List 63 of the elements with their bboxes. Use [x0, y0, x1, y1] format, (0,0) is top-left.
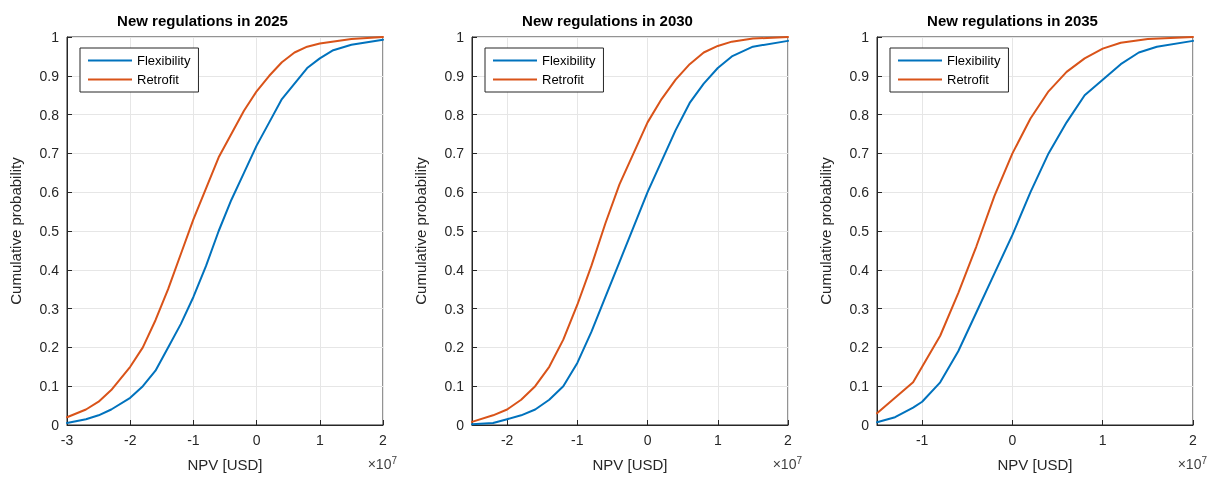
- y-tick-label: 0.5: [444, 223, 465, 239]
- legend-label: Flexibility: [947, 53, 1001, 68]
- y-tick-label: 0.3: [444, 300, 465, 317]
- x-tick-label: 1: [1098, 432, 1107, 448]
- y-axis-title: Cumulative probability: [817, 156, 834, 305]
- chart-title: New regulations in 2035: [927, 12, 1098, 29]
- y-tick-label: 0.8: [444, 106, 465, 123]
- y-tick-label: 0: [456, 417, 465, 433]
- x-tick-label: 1: [713, 432, 722, 448]
- x-tick-label: 2: [784, 432, 793, 448]
- y-tick-label: 0.1: [39, 378, 60, 395]
- x-tick-label: -2: [123, 432, 137, 448]
- y-tick-label: 0.4: [39, 261, 60, 278]
- x-tick-label: -1: [571, 432, 584, 448]
- y-tick-label: 0.5: [39, 223, 60, 239]
- y-tick-label: 0.8: [39, 106, 60, 123]
- y-tick-label: 0.7: [444, 145, 465, 162]
- y-tick-label: 0.2: [849, 339, 870, 356]
- y-tick-label: 0.7: [39, 145, 60, 162]
- y-tick-label: 0.8: [849, 106, 870, 123]
- chart-title: New regulations in 2030: [522, 12, 693, 29]
- x-axis-title: NPV [USD]: [187, 456, 263, 473]
- y-tick-label: 1: [456, 29, 465, 45]
- y-tick-label: 0.6: [39, 184, 60, 201]
- x-tick-label: 0: [643, 432, 652, 448]
- legend-label: Flexibility: [542, 53, 596, 68]
- x-axis-title: NPV [USD]: [997, 456, 1073, 473]
- y-tick-label: 1: [51, 29, 60, 45]
- y-tick-label: 0.1: [444, 378, 465, 395]
- x-axis-title: NPV [USD]: [592, 456, 668, 473]
- legend-label: Flexibility: [137, 53, 191, 68]
- y-tick-label: 0.4: [444, 261, 465, 278]
- y-tick-label: 0.2: [444, 339, 465, 356]
- y-tick-label: 0.7: [849, 145, 870, 162]
- y-tick-label: 0.6: [849, 184, 870, 201]
- y-tick-label: 0.2: [39, 339, 60, 356]
- y-tick-label: 0.3: [849, 300, 870, 317]
- x-tick-label: -3: [60, 432, 74, 448]
- chart-title: New regulations in 2025: [117, 12, 288, 29]
- x-tick-label: 2: [1189, 432, 1198, 448]
- y-tick-label: 1: [861, 29, 870, 45]
- y-tick-label: 0.9: [849, 67, 870, 84]
- legend-label: Retrofit: [542, 72, 585, 87]
- y-tick-label: 0: [861, 417, 870, 433]
- x-tick-label: 2: [379, 432, 388, 448]
- legend-label: Retrofit: [947, 72, 990, 87]
- legend-label: Retrofit: [137, 72, 180, 87]
- x-tick-label: 0: [252, 432, 261, 448]
- y-tick-label: 0.6: [444, 184, 465, 201]
- x-tick-label: 0: [1008, 432, 1017, 448]
- y-tick-label: 0.1: [849, 378, 870, 395]
- y-tick-label: 0.3: [39, 300, 60, 317]
- y-tick-label: 0.5: [849, 223, 870, 239]
- x-tick-label: -1: [187, 432, 200, 448]
- y-tick-label: 0.9: [39, 67, 60, 84]
- x-tick-label: -1: [915, 432, 929, 448]
- y-axis-title: Cumulative probability: [7, 156, 24, 305]
- x-tick-label: 1: [315, 432, 324, 448]
- x-tick-label: -2: [500, 432, 514, 448]
- y-tick-label: 0: [51, 417, 60, 433]
- y-axis-title: Cumulative probability: [412, 156, 429, 305]
- y-tick-label: 0.4: [849, 261, 870, 278]
- y-tick-label: 0.9: [444, 67, 465, 84]
